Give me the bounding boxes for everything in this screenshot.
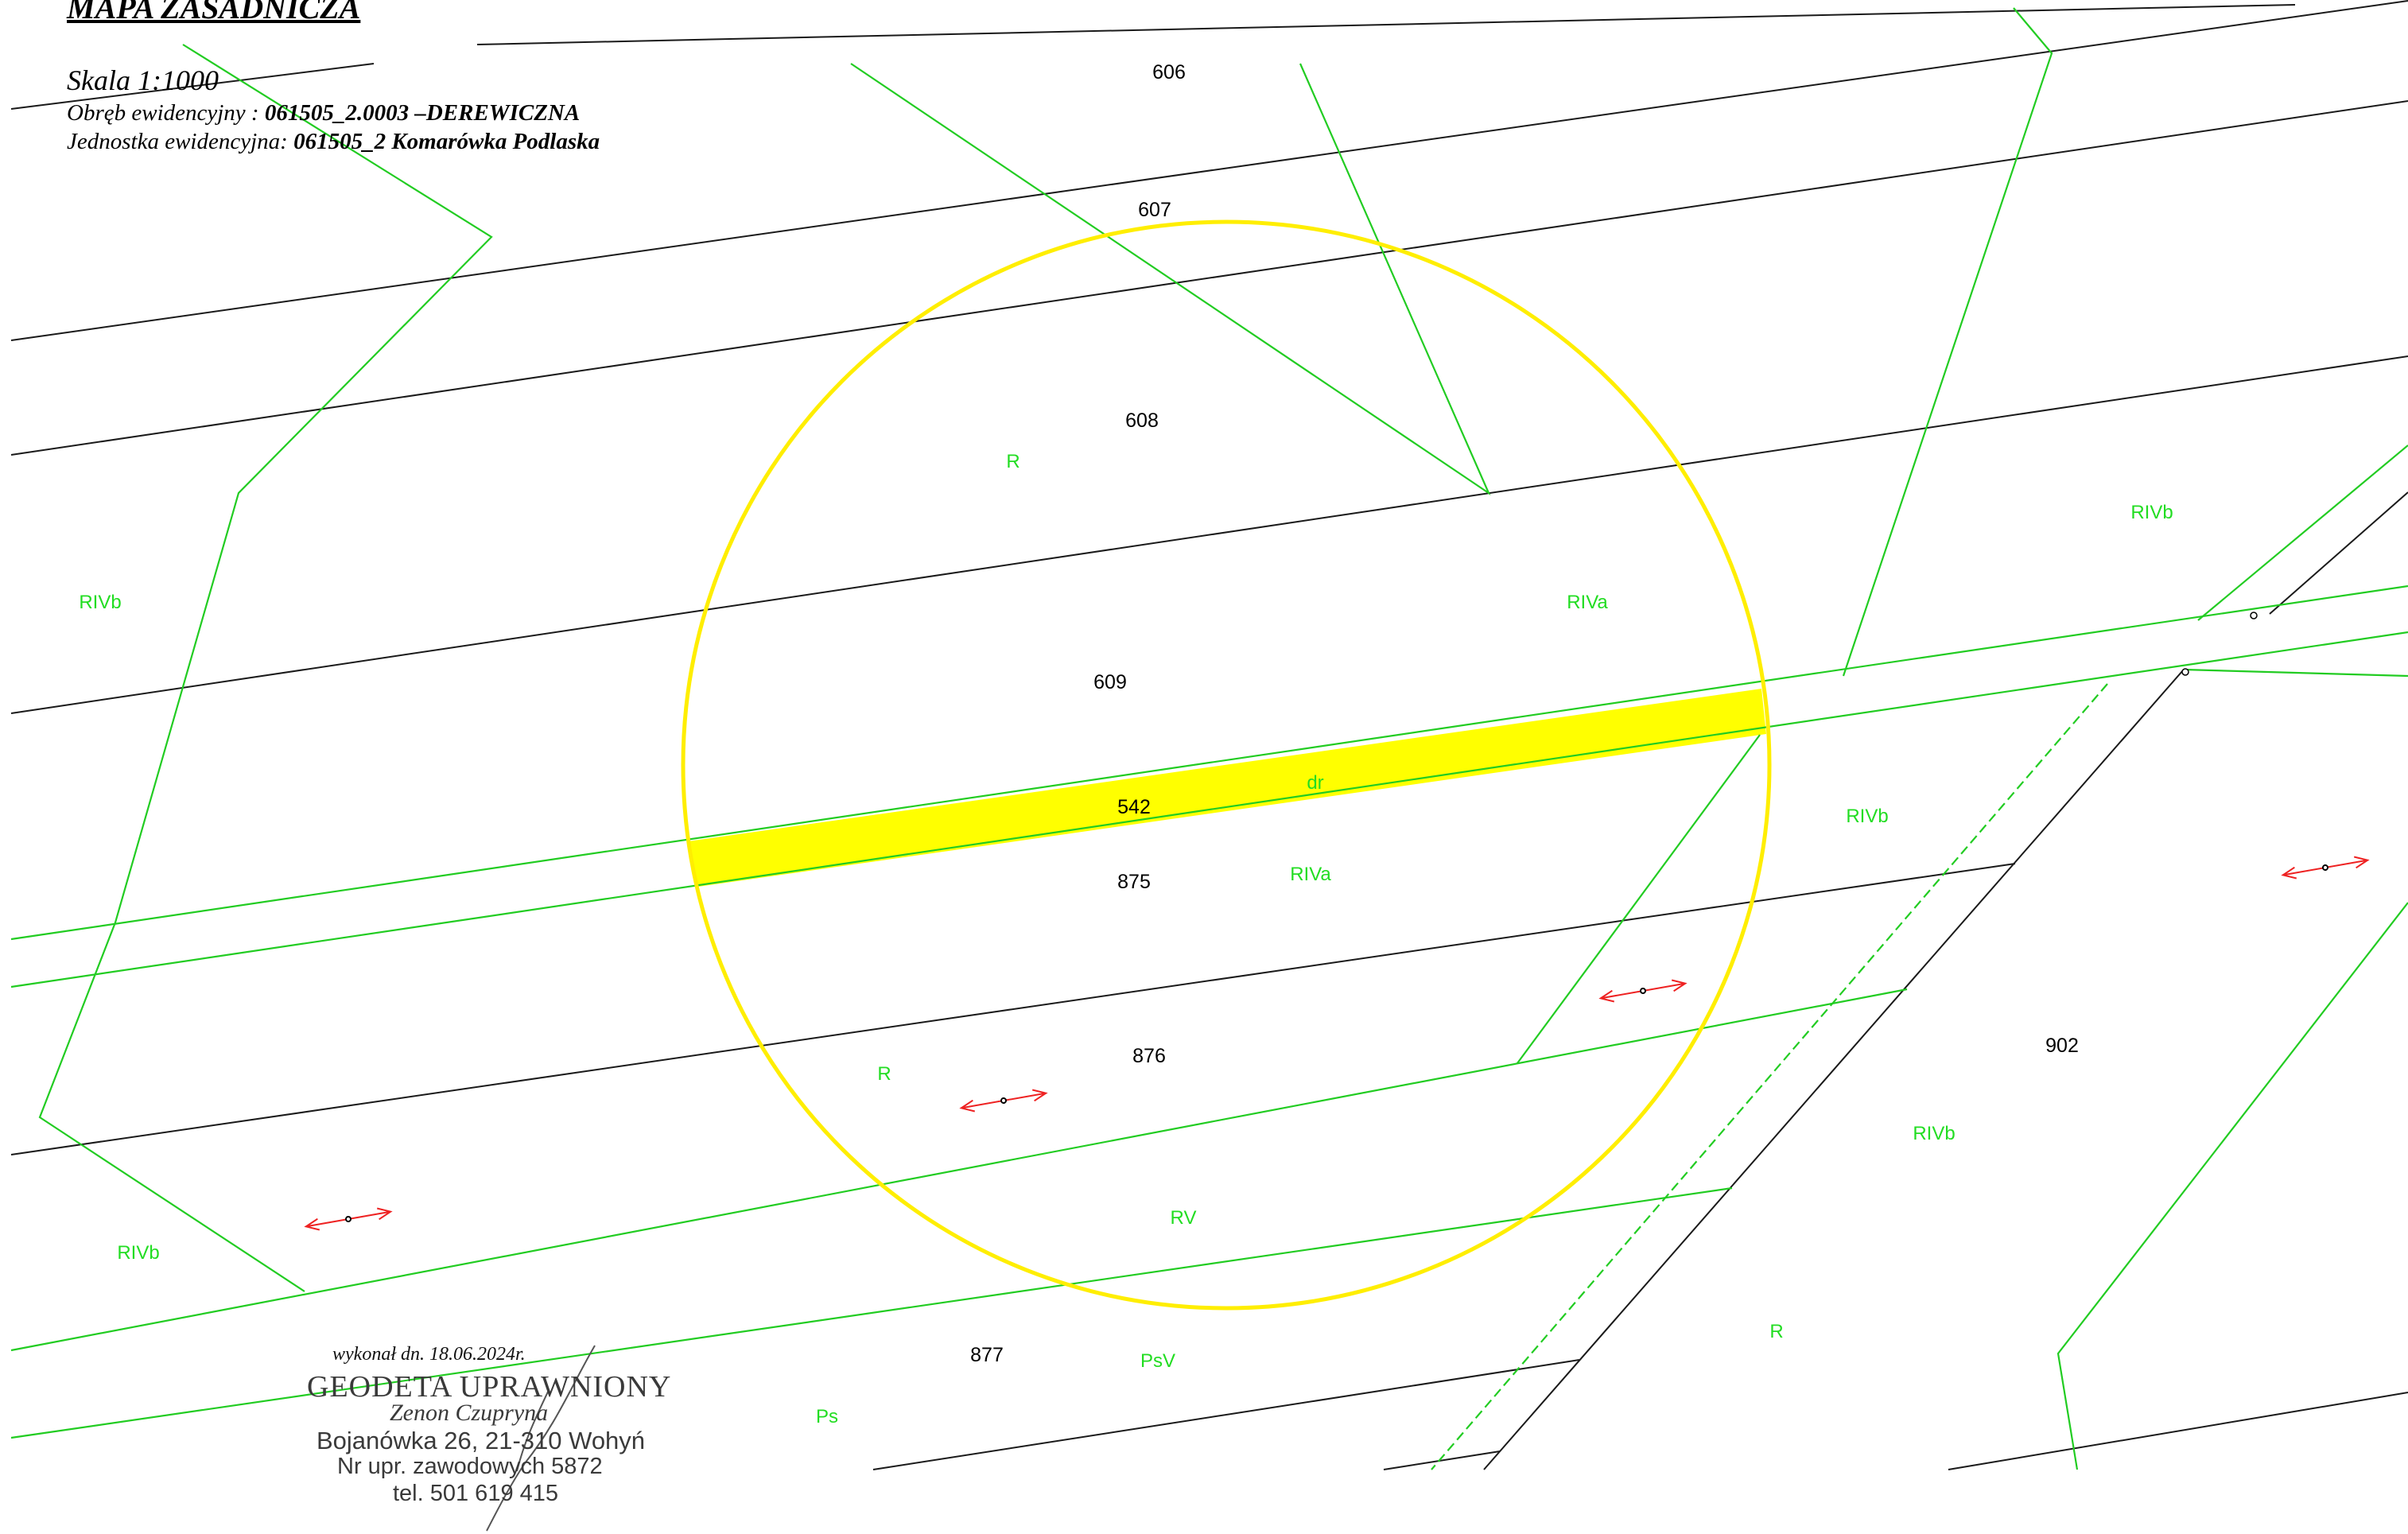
cadastral-district-value: 061505_2.0003 –DEREWICZNA <box>264 100 581 126</box>
parcel-number: 608 <box>1125 410 1159 432</box>
parcel-number: 876 <box>1132 1045 1166 1067</box>
cadastral-unit-label: Jednostka ewidencyjna: <box>67 129 294 154</box>
cadastral-unit: Jednostka ewidencyjna: 061505_2 Komarówk… <box>67 129 600 155</box>
landuse-label: RIVb <box>2130 502 2173 523</box>
survey-points <box>2181 612 2258 676</box>
cadastral-district: Obręb ewidencyjny : 061505_2.0003 –DEREW… <box>67 100 580 126</box>
landuse-label: R <box>1006 451 1020 472</box>
parcel-boundaries <box>10 0 2408 1470</box>
landuse-boundaries <box>10 7 2408 1470</box>
landuse-label: RIVb <box>1913 1123 1955 1144</box>
landuse-label: RV <box>1171 1207 1197 1229</box>
drainage-arrow <box>959 1089 1048 1113</box>
stamp-phone: tel. 501 619 415 <box>393 1481 559 1506</box>
landuse-label: Ps <box>816 1406 838 1427</box>
landuse-label: dr <box>1307 772 1323 794</box>
parcel-number: 902 <box>2045 1035 2079 1057</box>
landuse-label: RIVa <box>1290 864 1331 885</box>
landuse-label: R <box>877 1063 891 1085</box>
parcel-number-labels: 606 607 608 609 542 875 876 877 902 <box>970 61 2079 1366</box>
drainage-arrow <box>1598 979 1688 1003</box>
survey-point <box>2250 612 2258 619</box>
survey-point <box>2181 668 2189 676</box>
drainage-arrow <box>304 1207 393 1231</box>
highlight-circle <box>681 219 1772 1311</box>
landuse-label: RIVb <box>79 592 121 613</box>
map-title: MAPA ZASADNICZA <box>67 0 361 25</box>
landuse-label: RIVa <box>1567 592 1608 613</box>
drainage-arrow <box>2281 856 2370 880</box>
stamp-name: Zenon Czupryna <box>390 1400 549 1426</box>
parcel-number: 609 <box>1093 671 1127 693</box>
stamp-date: wykonał dn. 18.06.2024r. <box>332 1344 526 1365</box>
parcel-number: 542 <box>1117 796 1151 818</box>
highlighted-parcel-542[interactable] <box>688 689 1766 887</box>
signature-mark <box>486 1345 596 1532</box>
landuse-label: RIVb <box>1846 806 1888 827</box>
drainage-arrows <box>304 856 2370 1231</box>
parcel-number: 877 <box>970 1344 1004 1366</box>
parcel-number: 606 <box>1152 61 1186 83</box>
stamp-license: Nr upr. zawodowych 5872 <box>337 1454 603 1479</box>
stamp-address: Bojanówka 26, 21-310 Wohyń <box>317 1427 646 1454</box>
landuse-label: RIVb <box>117 1242 159 1264</box>
landuse-labels: R RIVb RIVa dr RIVa RIVb RIVb R RV RIVb … <box>79 451 2173 1427</box>
landuse-label: PsV <box>1140 1350 1175 1372</box>
parcel-number: 607 <box>1138 199 1171 221</box>
map-scale: Skala 1:1000 <box>67 64 219 96</box>
cadastral-district-label: Obręb ewidencyjny : <box>67 100 265 126</box>
landuse-label: R <box>1769 1321 1783 1342</box>
parcel-number: 875 <box>1117 871 1151 893</box>
cadastral-unit-value: 061505_2 Komarówka Podlaska <box>293 129 600 154</box>
stamp-title: GEODETA UPRAWNIONY <box>307 1370 672 1404</box>
